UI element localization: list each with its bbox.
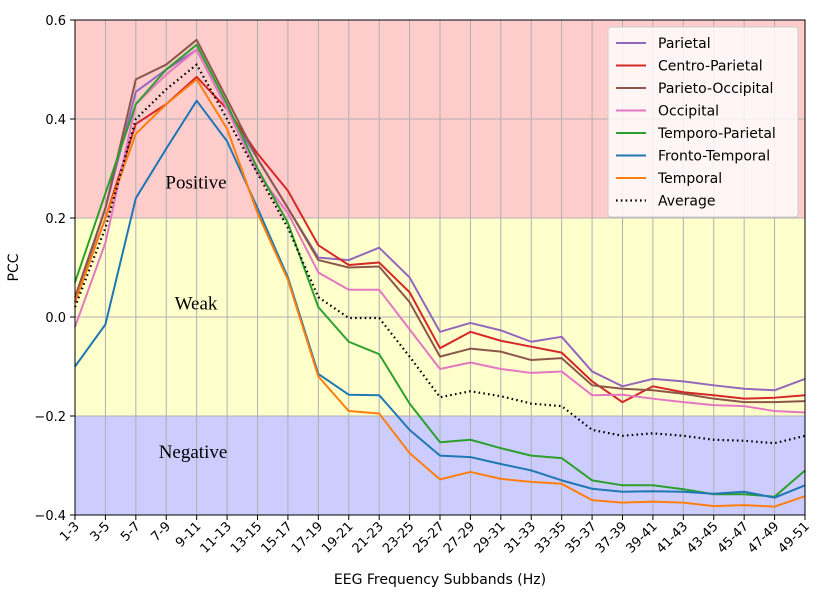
legend-label: Temporal xyxy=(657,171,722,187)
y-tick-label: 0.4 xyxy=(45,113,66,128)
y-tick-label: −0.2 xyxy=(34,410,66,425)
series-line-temporo-parietal xyxy=(74,43,806,498)
y-tick-label: 0.6 xyxy=(45,14,66,29)
legend-box xyxy=(607,26,799,218)
x-tick-label: 11-13 xyxy=(198,519,235,556)
x-tick-label: 17-19 xyxy=(289,519,326,556)
x-tick-label: 5-7 xyxy=(118,519,144,545)
y-tick-label: −0.4 xyxy=(34,509,66,524)
x-tick-label: 13-15 xyxy=(228,519,265,556)
legend-label: Centro-Parietal xyxy=(658,59,763,75)
series-line-parieto-occipital xyxy=(74,38,806,404)
x-tick-label: 47-49 xyxy=(745,519,782,556)
legend-label: Temporo-Parietal xyxy=(657,126,776,142)
band-label-weak: Weak xyxy=(175,294,218,315)
legend: Parietal Centro-Parietal Parieto-Occipital… xyxy=(607,26,799,218)
y-axis-title: PCC xyxy=(6,253,22,281)
x-tick-label: 35-37 xyxy=(563,519,600,556)
band-label-negative: Negative xyxy=(159,442,228,463)
x-tick-label: 33-35 xyxy=(532,519,569,556)
y-tick-label: 0.0 xyxy=(45,311,66,326)
x-tick-label: 21-23 xyxy=(350,519,387,556)
series-line-occipital xyxy=(74,48,806,414)
x-tick-label: 15-17 xyxy=(258,519,295,556)
x-tick-label: 31-33 xyxy=(502,519,539,556)
x-tick-label: 23-25 xyxy=(380,519,417,556)
series-line-temporal xyxy=(74,78,806,508)
x-tick-label: 37-39 xyxy=(593,519,630,556)
series-lines xyxy=(73,38,806,508)
legend-label: Average xyxy=(658,194,716,210)
series-line-average xyxy=(73,63,806,445)
band-labels: Positive Weak Negative xyxy=(159,172,228,463)
series-line-centro-parietal xyxy=(74,75,806,404)
legend-label: Fronto-Temporal xyxy=(658,149,770,165)
x-ticks: 1-3 3-5 5-7 7-99-1111-1313-1515-1717-1919-2… xyxy=(57,515,813,557)
x-tick-label: 41-43 xyxy=(654,519,691,556)
series-line-fronto-temporal xyxy=(74,99,806,499)
x-tick-label: 49-51 xyxy=(776,519,813,556)
x-tick-label: 39-41 xyxy=(623,519,660,556)
band-label-positive: Positive xyxy=(165,172,226,193)
x-tick-label: 45-47 xyxy=(715,519,752,556)
x-tick-label: 29-31 xyxy=(471,519,508,556)
x-tick-label: 25-27 xyxy=(411,519,448,556)
legend-label: Parietal xyxy=(658,36,711,52)
legend-label: Parieto-Occipital xyxy=(658,81,773,97)
x-axis-title: EEG Frequency Subbands (Hz) xyxy=(334,572,546,588)
x-tick-label: 27-29 xyxy=(441,519,478,556)
x-tick-label: 3-5 xyxy=(88,519,114,545)
x-tick-label: 43-45 xyxy=(684,519,721,556)
x-tick-label: 19-21 xyxy=(319,519,356,556)
x-tick-label: 7-9 xyxy=(148,519,174,545)
legend-label: Occipital xyxy=(658,104,719,120)
y-ticks: −0.4 −0.2 0.0 0.2 0.4 0.6 xyxy=(34,14,75,524)
y-tick-label: 0.2 xyxy=(45,212,66,227)
